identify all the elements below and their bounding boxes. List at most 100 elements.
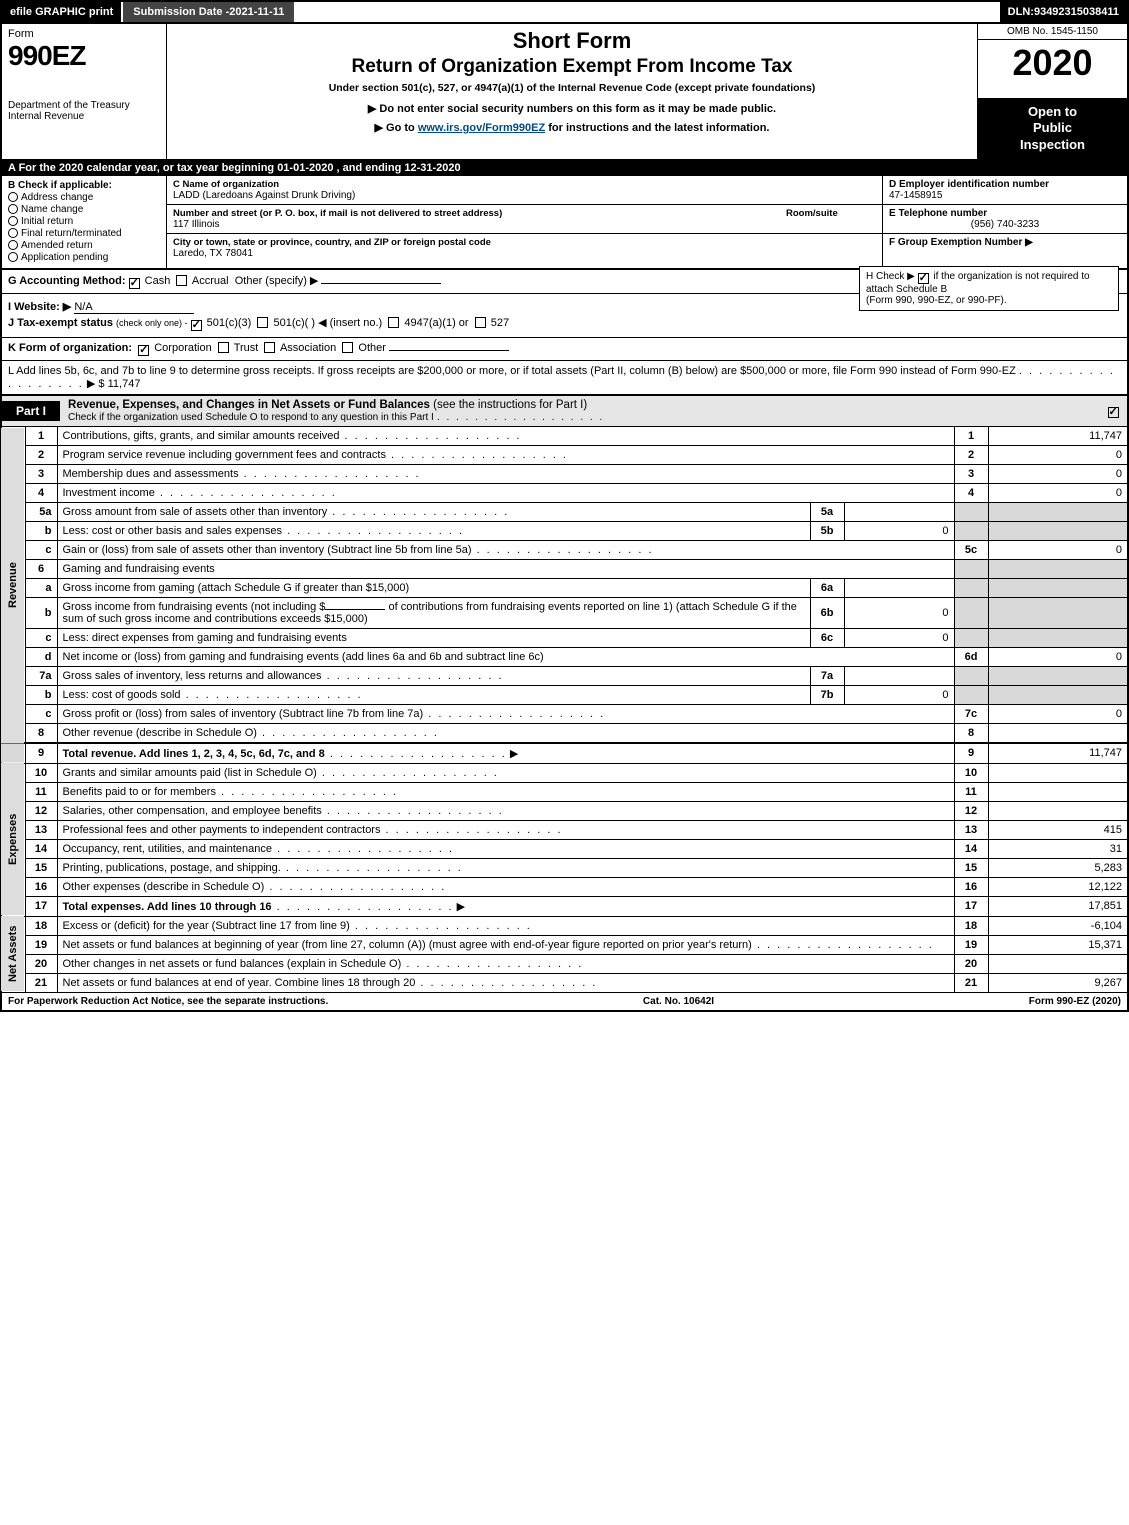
line5a-desc: Gross amount from sale of assets other t… — [63, 506, 328, 518]
j-501c: 501(c)( ) ◀ (insert no.) — [273, 317, 382, 329]
other-specify-line[interactable] — [321, 283, 441, 284]
line6b-boxlbl: 6b — [810, 597, 844, 628]
line10-desc: Grants and similar amounts paid (list in… — [63, 767, 317, 779]
line6b-pre: Gross income from fundraising events (no… — [63, 601, 326, 613]
chk-final-return[interactable]: Final return/terminated — [8, 228, 160, 239]
line9-amt: 11,747 — [988, 743, 1128, 764]
org-name-row: C Name of organization LADD (Laredoans A… — [167, 176, 882, 205]
chk-4947[interactable] — [388, 317, 399, 328]
table-row: aGross income from gaming (attach Schedu… — [1, 578, 1128, 597]
table-row: 9Total revenue. Add lines 1, 2, 3, 4, 5c… — [1, 743, 1128, 764]
table-row: 16Other expenses (describe in Schedule O… — [1, 877, 1128, 896]
chk-initial-return[interactable]: Initial return — [8, 216, 160, 227]
chk-name-change[interactable]: Name change — [8, 204, 160, 215]
table-row: Expenses 10Grants and similar amounts pa… — [1, 763, 1128, 782]
tax-exempt-row: J Tax-exempt status (check only one) - 5… — [8, 316, 1121, 331]
chk-address-change[interactable]: Address change — [8, 192, 160, 203]
line6a-boxlbl: 6a — [810, 578, 844, 597]
line5b-boxlbl: 5b — [810, 521, 844, 540]
line6c-boxlbl: 6c — [810, 628, 844, 647]
k-trust: Trust — [234, 342, 259, 354]
chk-501c3[interactable] — [191, 320, 202, 331]
line7c-amt: 0 — [988, 704, 1128, 723]
h-label: H Check ▶ — [866, 271, 915, 282]
chk-other[interactable] — [342, 342, 353, 353]
entity-block: B Check if applicable: Address change Na… — [0, 176, 1129, 270]
top-bar: efile GRAPHIC print Submission Date - 20… — [0, 0, 1129, 24]
d-label: D Employer identification number — [889, 179, 1121, 190]
e-label: E Telephone number — [889, 208, 1121, 219]
footer-left: For Paperwork Reduction Act Notice, see … — [8, 996, 328, 1007]
form-header-row2: Department of the Treasury Internal Reve… — [0, 98, 1129, 160]
line15-desc: Printing, publications, postage, and shi… — [63, 862, 281, 874]
dln: DLN: 93492315038411 — [1000, 2, 1127, 22]
l-text: L Add lines 5b, 6c, and 7b to line 9 to … — [8, 365, 1016, 377]
chk-accrual[interactable] — [176, 275, 187, 286]
line6-desc: Gaming and fundraising events — [57, 559, 954, 578]
group-exemption-row: F Group Exemption Number ▶ — [883, 234, 1127, 251]
line7b-desc: Less: cost of goods sold — [63, 689, 181, 701]
line18-desc: Excess or (deficit) for the year (Subtra… — [63, 920, 350, 932]
line5c-amt: 0 — [988, 540, 1128, 559]
chk-501c[interactable] — [257, 317, 268, 328]
chk-h[interactable] — [918, 273, 929, 284]
chk-application-pending[interactable]: Application pending — [8, 252, 160, 263]
k-corp: Corporation — [154, 342, 211, 354]
line16-amt: 12,122 — [988, 877, 1128, 896]
k-other-line[interactable] — [389, 350, 509, 351]
form-header: Form 990EZ Short Form Return of Organiza… — [0, 24, 1129, 98]
irs-link[interactable]: www.irs.gov/Form990EZ — [418, 122, 545, 134]
line12-desc: Salaries, other compensation, and employ… — [63, 805, 322, 817]
org-addr-row: Number and street (or P. O. box, if mail… — [167, 205, 882, 234]
side-expenses: Expenses — [1, 763, 25, 916]
chk-527[interactable] — [475, 317, 486, 328]
side-netassets: Net Assets — [1, 916, 25, 992]
section-a-bar: A For the 2020 calendar year, or tax yea… — [0, 160, 1129, 176]
h-text3: (Form 990, 990-EZ, or 990-PF). — [866, 295, 1007, 306]
chk-cash[interactable] — [129, 278, 140, 289]
line20-amt — [988, 954, 1128, 973]
line6a-boxval — [844, 578, 954, 597]
table-row: dNet income or (loss) from gaming and fu… — [1, 647, 1128, 666]
line7c-desc: Gross profit or (loss) from sales of inv… — [63, 708, 424, 720]
chk-amended-return[interactable]: Amended return — [8, 240, 160, 251]
omb-number: OMB No. 1545-1150 — [978, 24, 1127, 40]
line5b-desc: Less: cost or other basis and sales expe… — [63, 525, 283, 537]
dept-irs: Internal Revenue — [8, 111, 160, 122]
table-row: 4Investment income 40 — [1, 483, 1128, 502]
efile-label[interactable]: efile GRAPHIC print — [2, 2, 121, 22]
open-to-public: Open to Public Inspection — [977, 98, 1127, 159]
other-label: Other (specify) ▶ — [235, 275, 319, 287]
short-form-title: Short Form — [175, 28, 969, 54]
chk-association[interactable] — [264, 342, 275, 353]
line17-amt: 17,851 — [988, 896, 1128, 916]
ssn-warning: ▶ Do not enter social security numbers o… — [175, 102, 969, 115]
line20-desc: Other changes in net assets or fund bala… — [63, 958, 402, 970]
subdate-value: 2021-11-11 — [229, 6, 284, 18]
line19-amt: 15,371 — [988, 935, 1128, 954]
l-marker: ▶ $ — [87, 378, 105, 390]
part1-header-row: Part I Revenue, Expenses, and Changes in… — [0, 396, 1129, 427]
table-row: cGross profit or (loss) from sales of in… — [1, 704, 1128, 723]
j-527: 527 — [491, 317, 509, 329]
line11-desc: Benefits paid to or for members — [63, 786, 216, 798]
line6b-blank[interactable] — [325, 609, 385, 610]
chk-trust[interactable] — [218, 342, 229, 353]
ein-row: D Employer identification number 47-1458… — [883, 176, 1127, 205]
part1-check[interactable] — [1101, 404, 1127, 418]
line13-amt: 415 — [988, 820, 1128, 839]
line5a-boxlbl: 5a — [810, 502, 844, 521]
table-row: 20Other changes in net assets or fund ba… — [1, 954, 1128, 973]
box-b-label: B Check if applicable: — [8, 180, 160, 191]
accounting-row: G Accounting Method: Cash Accrual Other … — [0, 270, 1129, 294]
table-row: bLess: cost of goods sold 7b 0 — [1, 685, 1128, 704]
line5a-boxval — [844, 502, 954, 521]
line17-desc: Total expenses. Add lines 10 through 16 — [63, 901, 272, 913]
form-word: Form — [8, 28, 160, 40]
j-sub: (check only one) - — [116, 318, 188, 328]
chk-corporation[interactable] — [138, 345, 149, 356]
instructions-block: ▶ Do not enter social security numbers o… — [167, 98, 977, 159]
line18-amt: -6,104 — [988, 916, 1128, 935]
table-row: 7aGross sales of inventory, less returns… — [1, 666, 1128, 685]
cash-label: Cash — [145, 275, 171, 287]
